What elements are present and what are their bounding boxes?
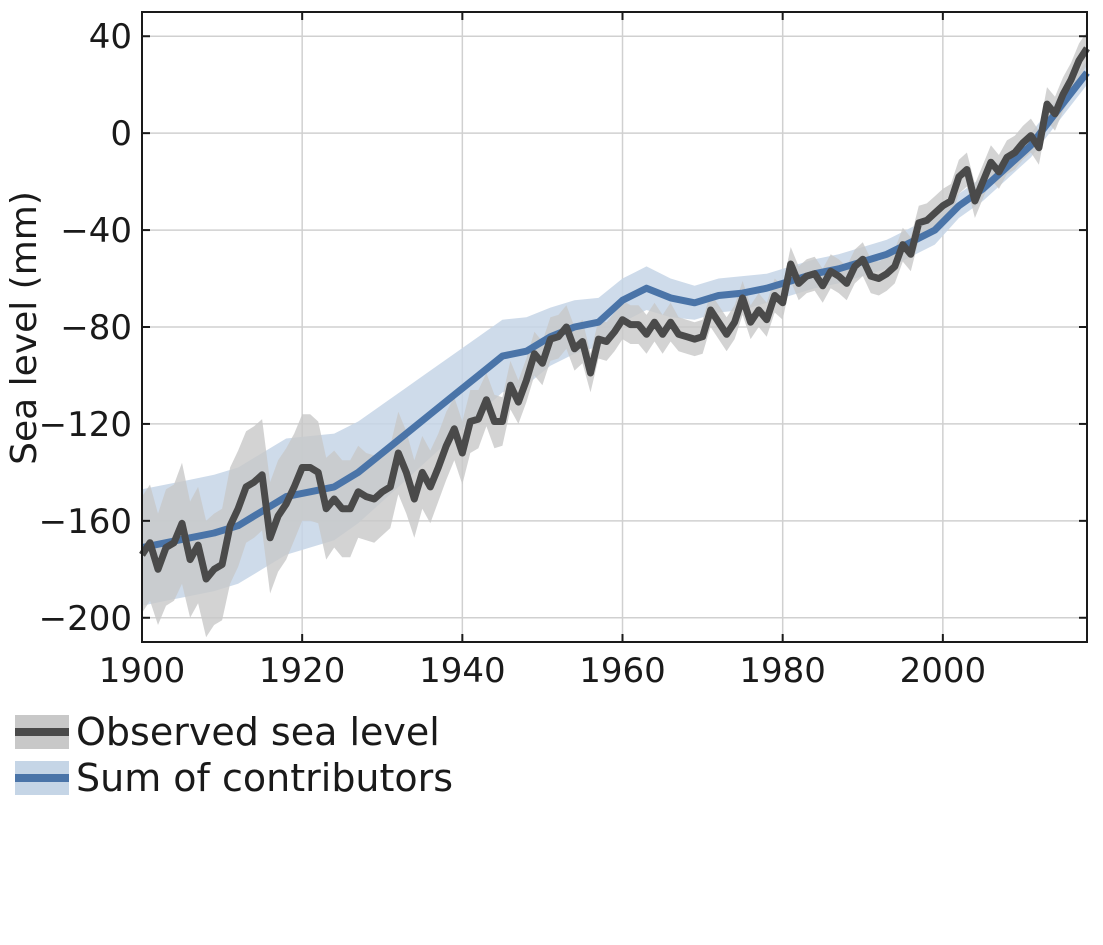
y-tick-label: 40: [89, 17, 132, 57]
y-tick-label: −120: [39, 405, 132, 445]
legend-label: Sum of contributors: [76, 756, 453, 800]
x-tick-label: 1960: [579, 651, 666, 691]
y-tick-label: −80: [60, 308, 132, 348]
series-line-observed: [139, 46, 1090, 583]
x-tick-label: 1980: [739, 651, 826, 691]
axis-ticks: 1900 1920 1940 1960 1980 2000 40 0 −40 −80 −120 −16…: [39, 12, 1087, 691]
legend-item-contributors: Sum of contributors: [15, 756, 453, 800]
series-lines: [139, 46, 1090, 583]
y-tick-label: −200: [39, 599, 132, 639]
y-tick-label: −160: [39, 502, 132, 542]
legend-label: Observed sea level: [76, 710, 440, 754]
x-tick-label: 1900: [99, 651, 186, 691]
y-axis-label: Sea level (mm): [4, 191, 45, 465]
x-tick-label: 1940: [419, 651, 506, 691]
x-tick-label: 1920: [259, 651, 346, 691]
y-tick-label: 0: [110, 114, 132, 154]
series-line-contributors: [141, 70, 1090, 551]
y-tick-label: −40: [60, 211, 132, 251]
legend-item-observed: Observed sea level: [15, 710, 440, 754]
x-tick-label: 2000: [900, 651, 987, 691]
